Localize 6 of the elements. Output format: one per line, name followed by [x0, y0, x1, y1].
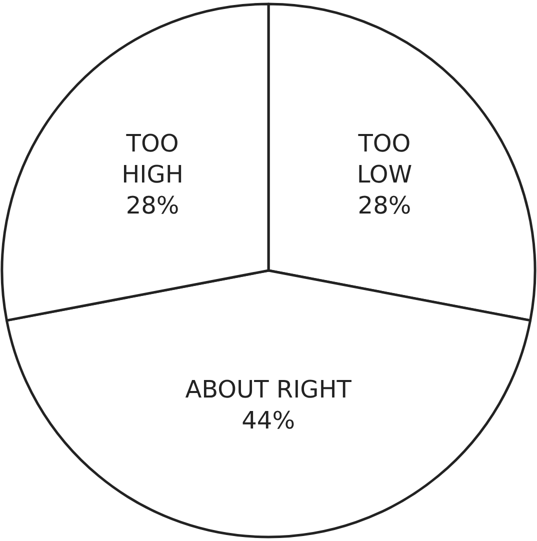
data-label: 28% — [126, 192, 180, 220]
data-label: 44% — [242, 406, 295, 435]
slice-label: TOO LOW — [356, 129, 412, 189]
data-label: 28% — [358, 192, 412, 220]
slice-label: TOO HIGH — [122, 129, 184, 189]
slice-label: ABOUT RIGHT — [185, 375, 352, 404]
